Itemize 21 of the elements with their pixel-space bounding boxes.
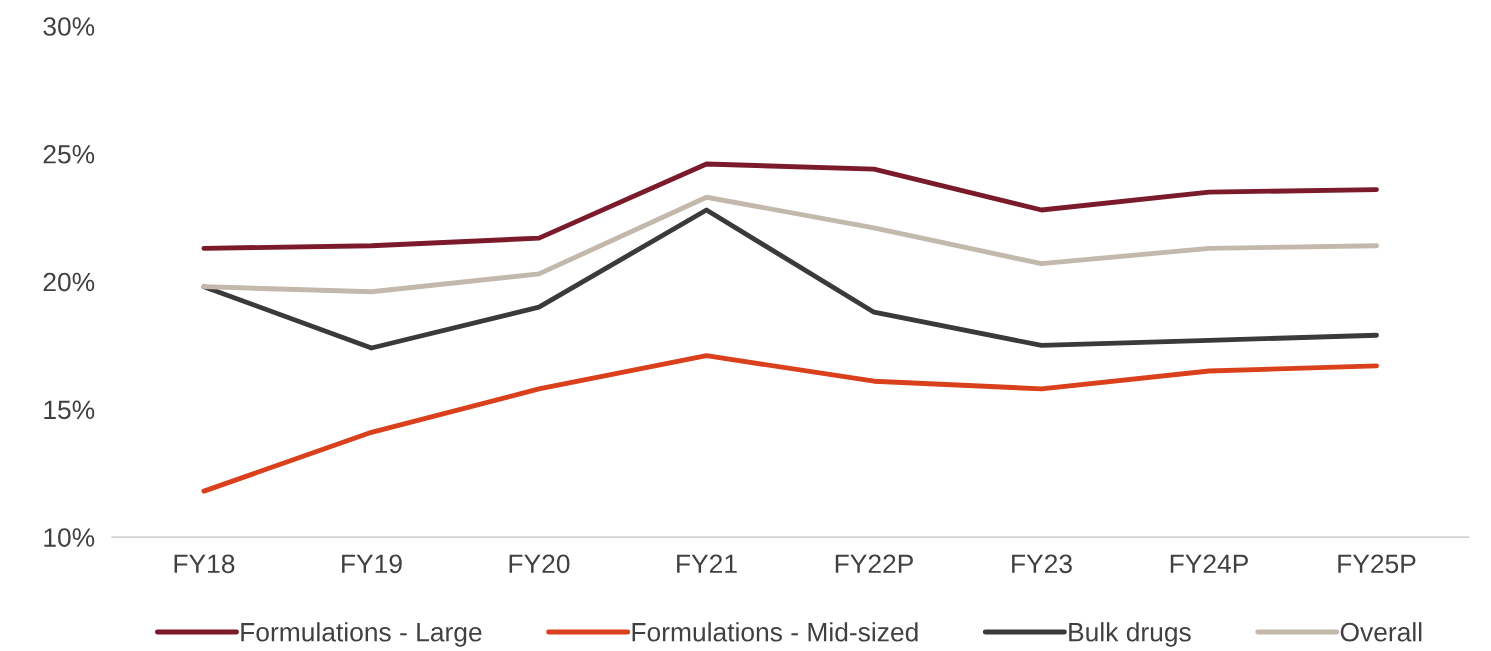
y-tick-label: 25% [43,144,95,164]
x-tick-label: FY23 [1012,554,1072,574]
legend-label: Overall [1340,622,1422,642]
line-series [201,353,1379,494]
y-tick-label: 15% [44,400,95,420]
line-series [201,161,1379,251]
x-tick-label: FY25P [1338,554,1416,574]
x-tick-label: FY18 [174,554,235,574]
legend-label: Formulations - Mid-sized [632,622,918,642]
line-series [201,194,1379,295]
legend-label: Bulk drugs [1069,622,1191,647]
legend-label: Formulations - Large [241,622,482,647]
x-tick-label: FY24P [1170,554,1248,573]
y-tick-label: 20% [43,272,95,292]
x-tick-label: FY19 [342,554,402,574]
x-tick-label: FY21 [677,554,737,573]
x-tick-label: FY20 [509,554,570,574]
y-tick-label: 10% [44,528,95,547]
x-tick-label: FY22P [835,554,913,573]
line-series [201,207,1379,351]
y-tick-label: 30% [43,17,95,36]
